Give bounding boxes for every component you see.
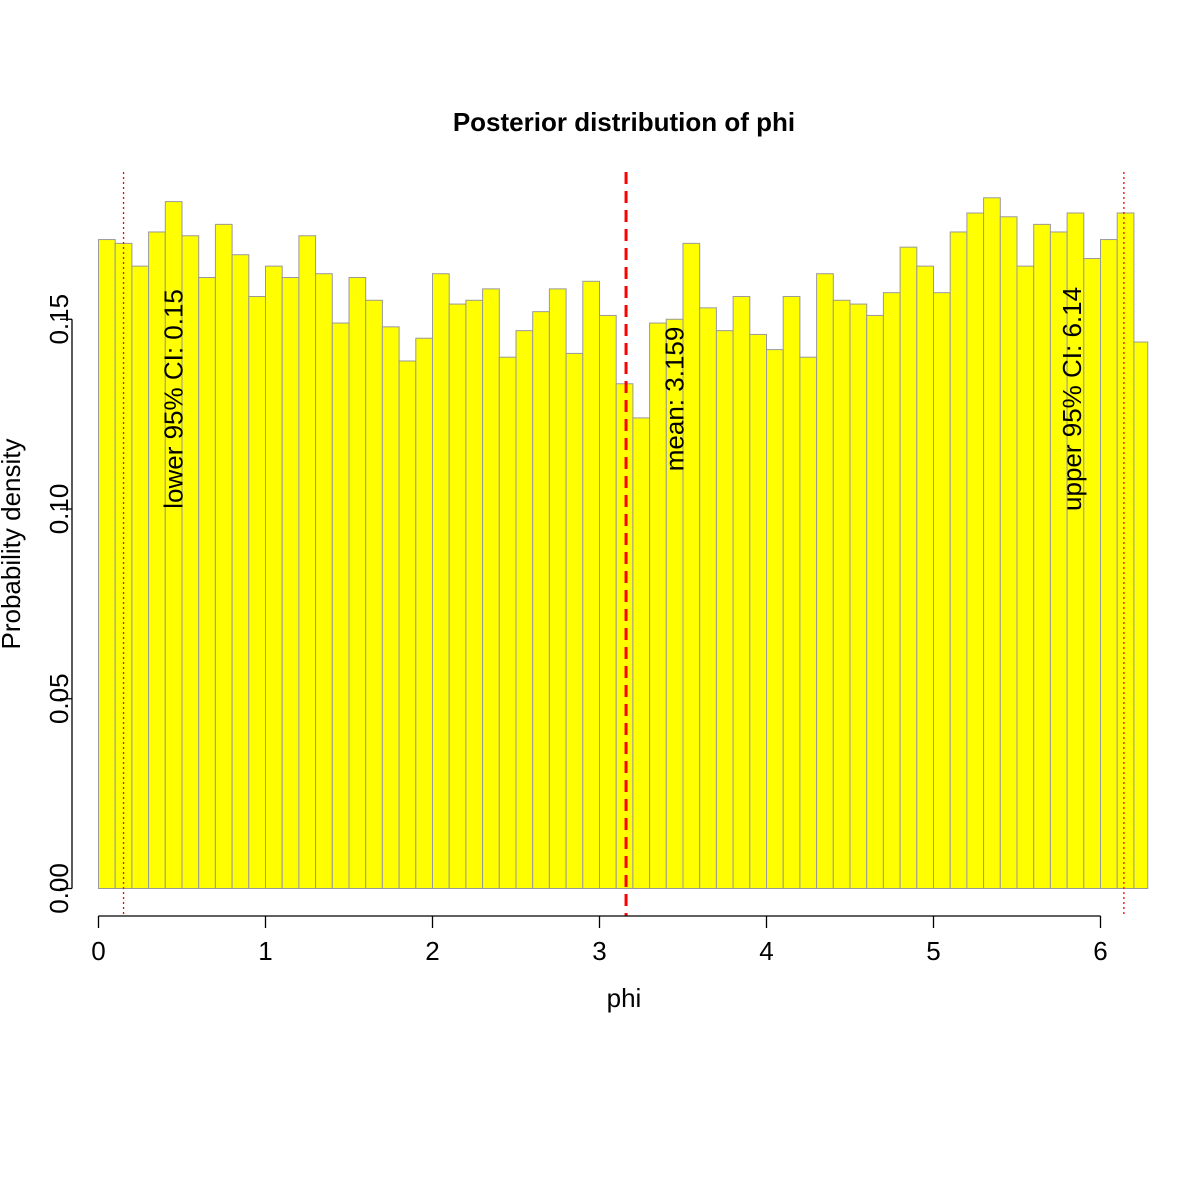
histogram-bar [348, 277, 367, 889]
histogram-bar [198, 277, 216, 889]
histogram-bar [1100, 239, 1118, 889]
histogram-bar [1016, 265, 1035, 889]
x-tick-label: 1 [258, 936, 272, 966]
histogram-bar [1133, 341, 1149, 889]
y-axis-label: Probability density [0, 439, 26, 650]
x-axis-label: phi [607, 983, 642, 1013]
histogram-bar [298, 235, 317, 889]
histogram-bar [699, 307, 717, 889]
histogram-bar [732, 295, 751, 890]
histogram-bar [98, 239, 116, 889]
histogram-bar [365, 299, 383, 889]
histogram-bar [816, 273, 834, 889]
chart-title: Posterior distribution of phi [453, 107, 795, 137]
reference-lines-group [122, 172, 1125, 916]
y-tick-label: 0.15 [44, 294, 74, 345]
histogram-bar [281, 277, 300, 889]
x-tick-label: 2 [425, 936, 439, 966]
histogram-bar [599, 314, 617, 889]
x-tick-label: 6 [1093, 936, 1107, 966]
histogram-bar [866, 314, 884, 889]
histogram-bar [231, 254, 250, 890]
histogram-bar [582, 280, 600, 889]
histogram-bar [265, 265, 283, 889]
histogram-bar [782, 295, 801, 890]
y-axis: 0.00 0.05 0.10 0.15 [44, 294, 74, 914]
y-tick-label: 0.05 [44, 673, 74, 724]
histogram-bar [749, 333, 767, 889]
histogram-bar [933, 292, 951, 889]
histogram-bar [398, 360, 417, 889]
histogram-bar [381, 326, 400, 889]
annotations-group: lower 95% CI: 0.15 mean: 3.159 upper 95% C… [159, 287, 1087, 511]
histogram-bar [999, 216, 1018, 890]
y-tick-label: 0.00 [44, 863, 74, 914]
histogram-bar [899, 246, 918, 889]
x-tick-label: 4 [759, 936, 773, 966]
histogram-bar [949, 231, 968, 889]
histogram-bar [315, 273, 333, 889]
histogram-bar [415, 337, 433, 890]
x-tick-label: 5 [926, 936, 940, 966]
bars-group [98, 197, 1149, 890]
y-tick-label: 0.10 [44, 484, 74, 535]
histogram-bar [331, 322, 350, 890]
histogram-bar [1116, 212, 1135, 890]
histogram-bar [448, 303, 467, 889]
x-tick-label: 3 [592, 936, 606, 966]
histogram-bar [983, 197, 1001, 889]
histogram-bar [615, 383, 634, 889]
histogram-bar [515, 330, 534, 889]
histogram-bar [766, 349, 784, 889]
x-tick-label: 0 [91, 936, 105, 966]
histogram-bar [715, 330, 734, 889]
histogram-bar [432, 273, 450, 889]
histogram-bar [114, 242, 133, 890]
histogram-bar [916, 265, 934, 889]
histogram-bar [966, 212, 985, 890]
annotation-label: upper 95% CI: 6.14 [1057, 287, 1087, 511]
histogram-bar [482, 288, 500, 889]
histogram-bar [131, 265, 150, 889]
histogram-bar [532, 311, 550, 890]
annotation-label: lower 95% CI: 0.15 [159, 289, 189, 509]
histogram-bar [799, 356, 818, 889]
annotation-label: mean: 3.159 [660, 327, 690, 472]
histogram-bar [632, 417, 651, 889]
histogram-bar [849, 303, 868, 889]
histogram-bar [565, 352, 584, 889]
histogram-bar [214, 223, 233, 889]
x-axis: 0 1 2 3 4 5 6 [91, 915, 1108, 966]
histogram-bar [248, 295, 267, 890]
histogram-bar [465, 299, 484, 889]
histogram-bar [548, 288, 567, 889]
histogram-bar [882, 292, 901, 889]
histogram-bar [498, 356, 517, 889]
histogram-bar [832, 299, 851, 889]
histogram-bar [1033, 223, 1051, 889]
